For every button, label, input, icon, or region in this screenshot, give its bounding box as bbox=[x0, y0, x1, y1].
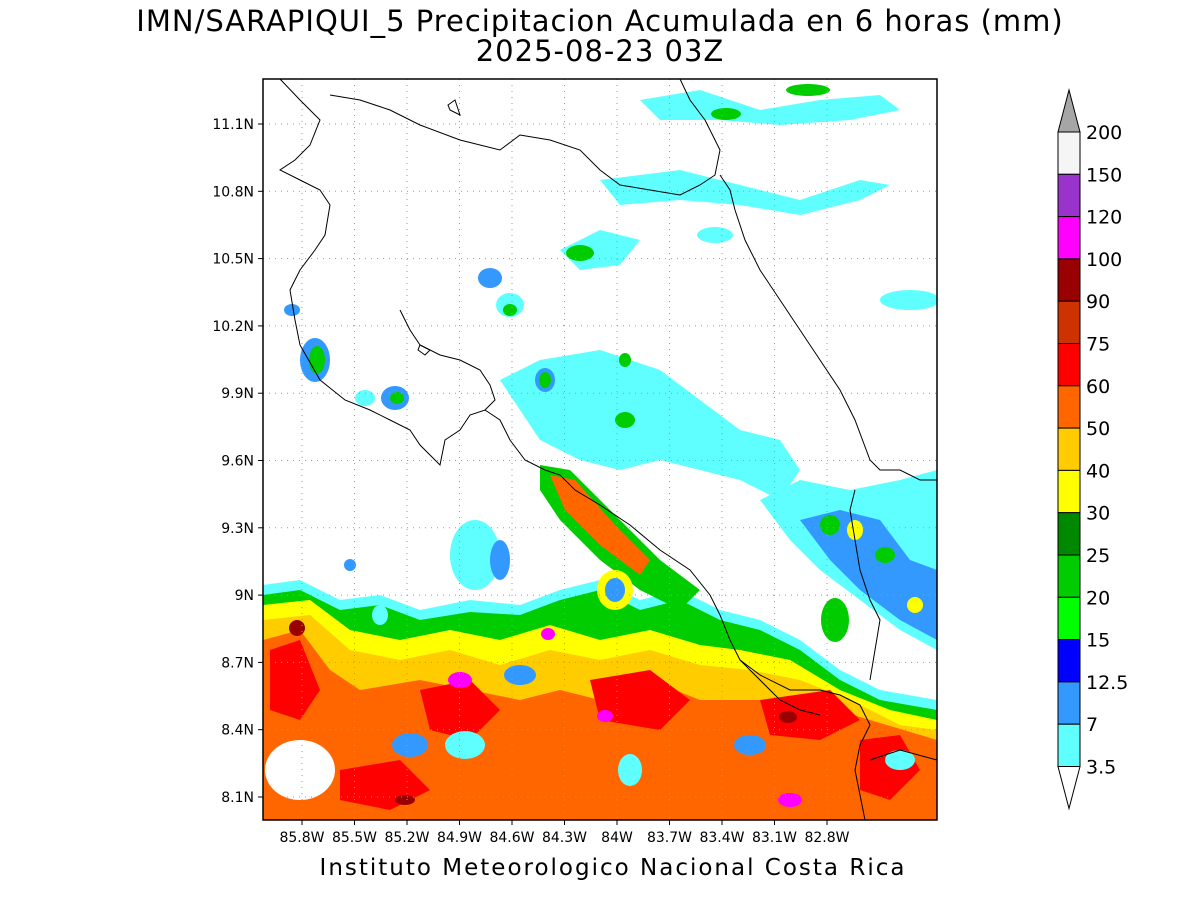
coastline-borders bbox=[279, 79, 937, 820]
colorbar-segment bbox=[1057, 385, 1081, 429]
colorbar-segment bbox=[1057, 596, 1081, 641]
lat-tick-label: 8.7N bbox=[221, 655, 254, 671]
colorbar-legend: 200 150 120 100 90 75 60 50 40 30 25 20 15 12.5 7 3.5 bbox=[1057, 88, 1128, 811]
grid-lines bbox=[263, 79, 937, 820]
colorbar-label: 100 bbox=[1086, 249, 1122, 271]
colorbar-segment bbox=[1057, 554, 1081, 598]
lon-tick-label: 85.2W bbox=[384, 830, 429, 846]
colorbar-segment bbox=[1057, 723, 1081, 768]
colorbar-label: 3.5 bbox=[1086, 757, 1116, 779]
lon-tick-label: 85.5W bbox=[332, 830, 377, 846]
colorbar-label: 60 bbox=[1086, 376, 1110, 398]
lat-tick-label: 8.1N bbox=[221, 790, 254, 806]
map-title-line2: 2025-08-23 03Z bbox=[475, 34, 725, 68]
colorbar-segment bbox=[1057, 469, 1081, 514]
latitude-axis: 11.1N 10.8N 10.5N 10.2N 9.9N 9.6N 9.3N 9N 8.7N 8.… bbox=[212, 117, 263, 806]
colorbar-segment bbox=[1057, 258, 1081, 302]
lat-tick-label: 10.5N bbox=[212, 252, 254, 268]
colorbar-label: 50 bbox=[1086, 418, 1110, 440]
colorbar-label: 7 bbox=[1086, 714, 1098, 736]
colorbar-label: 25 bbox=[1086, 545, 1110, 567]
colorbar-segment bbox=[1057, 639, 1081, 683]
colorbar-top-arrow bbox=[1057, 88, 1081, 133]
colorbar-segment bbox=[1057, 173, 1081, 218]
lon-tick-label: 82.8W bbox=[804, 830, 849, 846]
colorbar-segment bbox=[1057, 300, 1081, 345]
colorbar-label: 90 bbox=[1086, 291, 1110, 313]
colorbar-segment bbox=[1057, 343, 1081, 387]
colorbar-segment bbox=[1057, 216, 1081, 260]
colorbar-label: 200 bbox=[1086, 122, 1122, 144]
lat-tick-label: 11.1N bbox=[212, 117, 254, 133]
colorbar-label: 40 bbox=[1086, 460, 1110, 482]
colorbar-bottom-arrow bbox=[1057, 766, 1081, 811]
lat-tick-label: 9.6N bbox=[221, 454, 254, 470]
lon-tick-label: 83.4W bbox=[699, 830, 744, 846]
lat-tick-label: 9.9N bbox=[221, 386, 254, 402]
lon-tick-label: 84.9W bbox=[437, 830, 482, 846]
lon-tick-label: 83.7W bbox=[647, 830, 692, 846]
lat-tick-label: 9N bbox=[235, 588, 254, 604]
colorbar-segment bbox=[1057, 681, 1081, 725]
colorbar-label: 15 bbox=[1086, 630, 1110, 652]
lon-tick-label: 84.6W bbox=[489, 830, 534, 846]
lat-tick-label: 10.8N bbox=[212, 184, 254, 200]
lat-tick-label: 10.2N bbox=[212, 319, 254, 335]
colorbar-label: 30 bbox=[1086, 503, 1110, 525]
colorbar-label: 20 bbox=[1086, 587, 1110, 609]
lat-tick-label: 9.3N bbox=[221, 521, 254, 537]
lon-tick-label: 84W bbox=[601, 830, 633, 846]
colorbar-label: 150 bbox=[1086, 164, 1122, 186]
map-frame bbox=[262, 78, 938, 821]
colorbar-label: 75 bbox=[1086, 334, 1110, 356]
colorbar-segment bbox=[1057, 427, 1081, 471]
precipitation-field bbox=[263, 79, 937, 820]
lon-tick-label: 83.1W bbox=[752, 830, 797, 846]
lat-tick-label: 8.4N bbox=[221, 723, 254, 739]
colorbar-segment bbox=[1057, 131, 1081, 175]
footer-credit: Instituto Meteorologico Nacional Costa R… bbox=[319, 855, 907, 881]
lon-tick-label: 84.3W bbox=[542, 830, 587, 846]
map-title-line1: IMN/SARAPIQUI_5 Precipitacion Acumulada … bbox=[136, 4, 1064, 38]
colorbar-label: 120 bbox=[1086, 207, 1122, 229]
colorbar-label: 12.5 bbox=[1086, 672, 1128, 694]
colorbar-segment bbox=[1057, 512, 1081, 556]
longitude-axis: 85.8W 85.5W 85.2W 84.9W 84.6W 84.3W 84W 83.7W 83… bbox=[279, 820, 850, 846]
lon-tick-label: 85.8W bbox=[279, 830, 324, 846]
